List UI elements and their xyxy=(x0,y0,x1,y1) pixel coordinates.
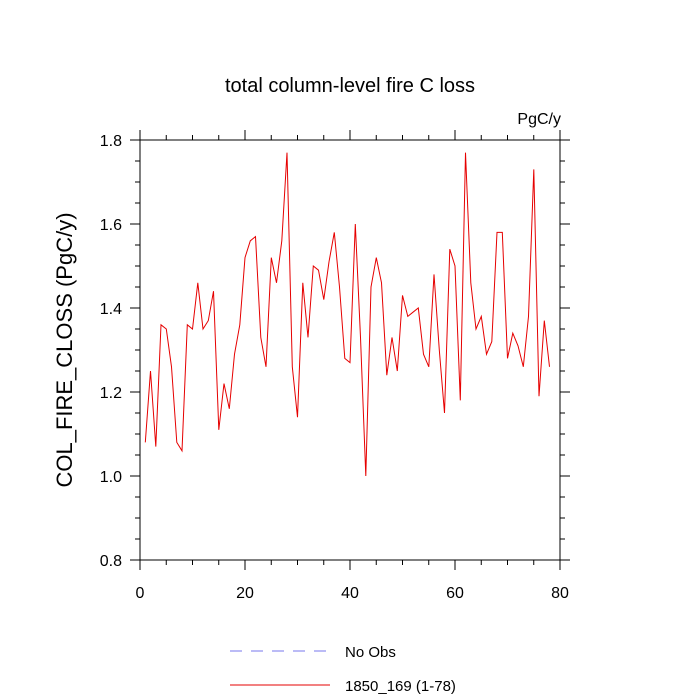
y-tick-label: 1.2 xyxy=(100,385,122,402)
y-axis-label: COL_FIRE_CLOSS (PgC/y) xyxy=(52,212,77,487)
y-tick-label: 1.0 xyxy=(100,469,122,486)
chart-title: total column-level fire C loss xyxy=(225,75,475,97)
units-label: PgC/y xyxy=(517,111,561,128)
y-tick-label: 1.6 xyxy=(100,217,122,234)
x-tick-label: 80 xyxy=(551,585,569,602)
legend-label-no-obs: No Obs xyxy=(345,644,396,661)
tick-labels: 0 20 40 60 80 0.8 1.0 1.2 1.4 1.6 1.8 xyxy=(100,133,569,602)
y-tick-label: 1.4 xyxy=(100,301,122,318)
x-tick-label: 20 xyxy=(236,585,254,602)
y-tick-label: 1.8 xyxy=(100,133,122,150)
axis-ticks xyxy=(130,130,570,570)
series-group xyxy=(144,152,550,477)
legend: No Obs 1850_169 (1-78) xyxy=(230,644,456,695)
y-tick-label: 0.8 xyxy=(100,553,122,570)
legend-label-series: 1850_169 (1-78) xyxy=(345,678,456,695)
series-line xyxy=(144,152,550,477)
x-tick-label: 60 xyxy=(446,585,464,602)
x-tick-label: 0 xyxy=(136,585,145,602)
x-tick-label: 40 xyxy=(341,585,359,602)
